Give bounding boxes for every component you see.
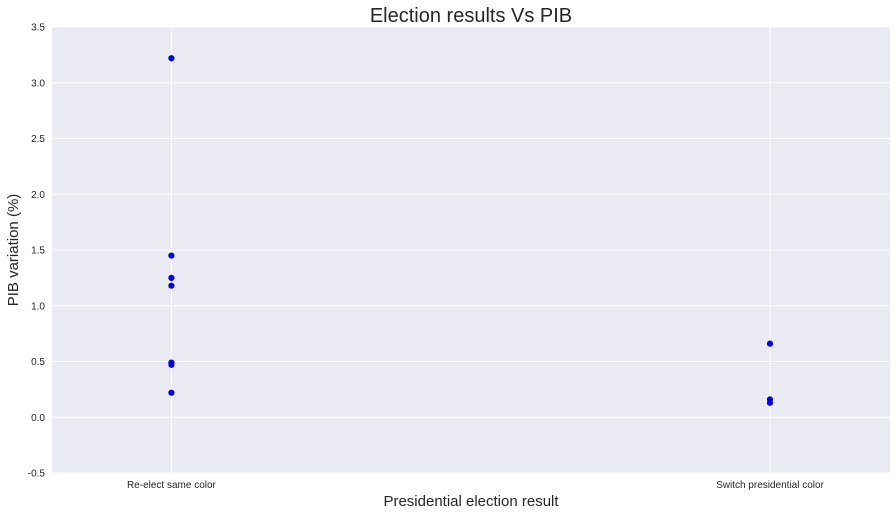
y-tick-label: 1.0 bbox=[31, 301, 45, 312]
y-tick-label: 3.5 bbox=[31, 23, 45, 34]
x-axis-label: Presidential election result bbox=[383, 493, 559, 510]
data-point bbox=[168, 274, 175, 281]
data-points bbox=[168, 55, 774, 406]
data-point bbox=[168, 282, 175, 289]
data-point bbox=[766, 399, 774, 406]
x-axis-ticks: Re-elect same color Switch presidential c… bbox=[127, 480, 825, 491]
data-point bbox=[168, 361, 175, 368]
y-tick-label: 2.5 bbox=[31, 134, 45, 145]
y-tick-label: 0.5 bbox=[31, 357, 45, 368]
y-tick-label: -0.5 bbox=[28, 469, 46, 480]
chart-title: Election results Vs PIB bbox=[370, 5, 572, 27]
y-axis-ticks: -0.5 0.0 0.5 1.0 1.5 2.0 2.5 3.0 3.5 bbox=[28, 23, 46, 480]
y-tick-label: 3.0 bbox=[31, 78, 45, 89]
data-point bbox=[168, 55, 175, 62]
data-point bbox=[766, 340, 774, 347]
data-point bbox=[168, 252, 175, 259]
data-point bbox=[168, 389, 175, 396]
y-tick-label: 0.0 bbox=[31, 413, 45, 424]
y-tick-label: 2.0 bbox=[31, 190, 45, 201]
x-tick-label: Switch presidential color bbox=[716, 480, 824, 491]
x-tick-label: Re-elect same color bbox=[127, 480, 217, 491]
y-tick-label: 1.5 bbox=[31, 246, 45, 257]
y-axis-label: PIB variation (%) bbox=[5, 194, 22, 307]
